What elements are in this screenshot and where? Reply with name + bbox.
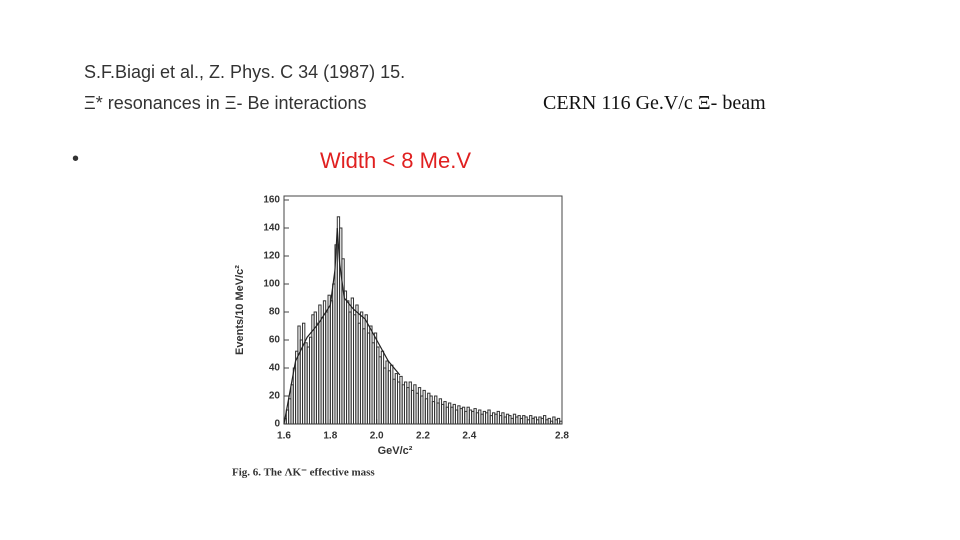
y-tick-label: 0 xyxy=(274,419,280,430)
bullet: • xyxy=(72,148,80,170)
x-tick-label: 1.8 xyxy=(323,431,337,442)
fit-curve xyxy=(283,227,401,425)
caption: Fig. 6. The ΛK⁻ effective mass xyxy=(232,467,375,479)
y-tick-label: 100 xyxy=(263,279,280,290)
y-tick-label: 60 xyxy=(269,335,281,346)
x-axis-label: GeV/c² xyxy=(378,445,413,457)
x-tick-label: 2.4 xyxy=(462,431,476,442)
y-tick-label: 80 xyxy=(269,307,281,318)
y-tick-label: 160 xyxy=(263,195,280,206)
y-tick-label: 120 xyxy=(263,251,280,262)
y-axis-label: Events/10 MeV/c² xyxy=(234,265,246,355)
y-tick-label: 20 xyxy=(269,391,281,402)
x-tick-label: 2.0 xyxy=(370,431,384,442)
histogram-bar xyxy=(559,420,563,425)
x-tick-label: 2.8 xyxy=(555,431,569,442)
x-tick-label: 2.2 xyxy=(416,431,430,442)
y-tick-label: 140 xyxy=(263,223,280,234)
y-tick-label: 40 xyxy=(269,363,281,374)
width-note: Width < 8 Me.V xyxy=(320,148,472,173)
x-tick-label: 1.6 xyxy=(277,431,291,442)
reference: S.F.Biagi et al., Z. Phys. C 34 (1987) 1… xyxy=(84,62,406,82)
subtitle: Ξ* resonances in Ξ- Be interactions xyxy=(84,93,367,113)
beam: CERN 116 Ge.V/c Ξ- beam xyxy=(543,92,766,114)
